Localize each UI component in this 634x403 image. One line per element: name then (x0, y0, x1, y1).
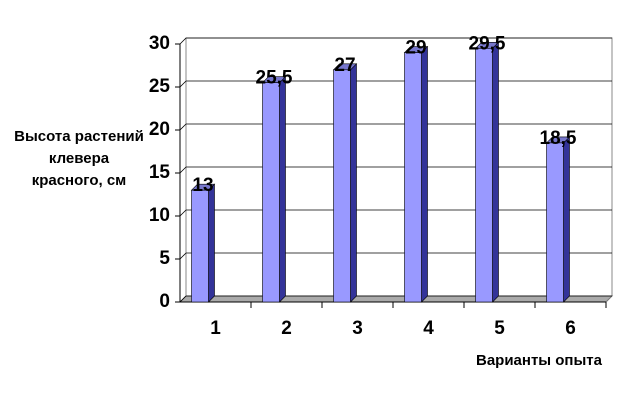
y-axis-label: Высота растений клевера красного, см (14, 128, 144, 189)
y-tick-label: 10 (149, 205, 170, 226)
bar-face (421, 45, 428, 303)
bar (474, 41, 500, 303)
grid-line-side (179, 123, 187, 131)
bar (190, 183, 216, 303)
bar (332, 63, 358, 303)
grid-line-side (179, 166, 187, 174)
bar-face (262, 82, 280, 303)
data-label: 29,5 (469, 33, 506, 54)
y-tick-label: 25 (149, 76, 171, 97)
x-tick-label: 4 (423, 318, 434, 339)
bar-face (404, 52, 422, 303)
data-label: 27 (334, 55, 355, 76)
x-axis-label: Варианты опыта (476, 352, 603, 369)
grid-line-side (179, 37, 187, 45)
grid-line-side (179, 209, 187, 217)
y-tick-label: 5 (159, 248, 170, 269)
bar-face (546, 142, 564, 303)
x-tick-label: 3 (352, 318, 363, 339)
bar (261, 75, 287, 303)
grid-line-side (179, 80, 187, 88)
y-tick-label: 15 (149, 162, 171, 183)
bar-face (191, 189, 209, 303)
bar-face (475, 47, 493, 303)
bar-face (563, 136, 570, 303)
grid-line-side (179, 252, 187, 260)
x-tick-label: 1 (210, 318, 221, 339)
y-tick-label: 0 (159, 291, 170, 312)
x-tick-label: 6 (565, 318, 576, 339)
bar-face (350, 63, 357, 303)
data-label: 29 (405, 38, 426, 59)
bar (545, 136, 571, 303)
bar (403, 45, 429, 303)
bar-face (333, 69, 351, 303)
y-tick-label: 20 (149, 119, 170, 140)
data-label: 13 (192, 175, 213, 196)
bar-face (208, 183, 215, 303)
x-tick-label: 2 (281, 318, 292, 339)
bar-face (279, 75, 286, 303)
y-tick-label: 30 (149, 33, 170, 54)
bar-face (492, 41, 499, 303)
data-label: 25,5 (256, 68, 293, 89)
x-tick-label: 5 (494, 318, 505, 339)
grid-line-side (179, 295, 187, 303)
data-label: 18,5 (540, 128, 577, 149)
